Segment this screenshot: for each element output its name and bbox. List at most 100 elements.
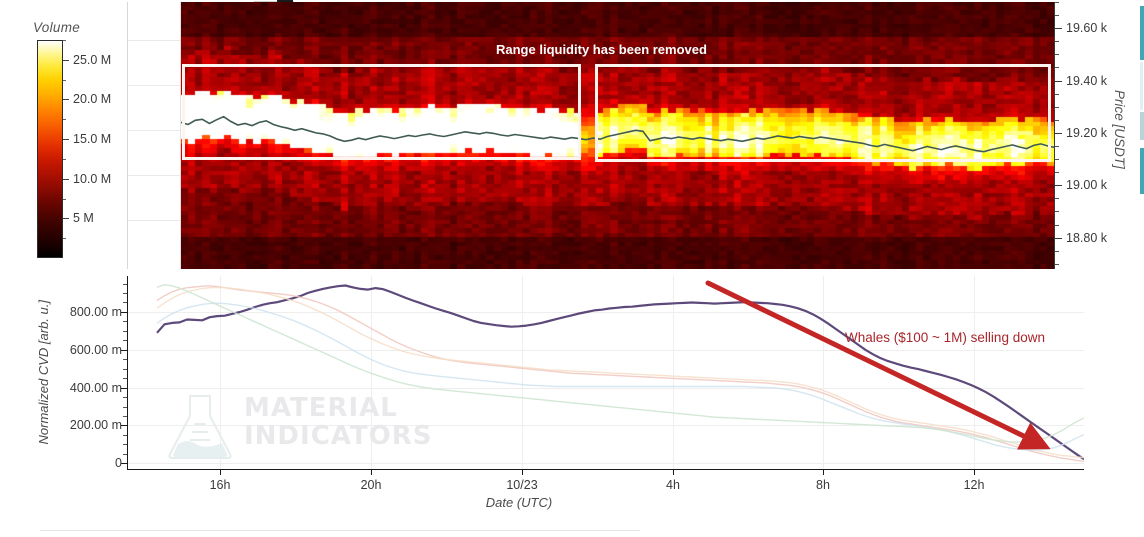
clipped-right-panel-bar-2[interactable] <box>1140 62 1143 110</box>
colorbar-tick-label: 25.0 M <box>73 52 112 67</box>
cvd-y-minor-tick <box>123 359 127 361</box>
heatmap-pad-gridline <box>128 175 181 176</box>
cvd-x-tickmark <box>974 469 975 475</box>
price-axis-tick-label: 19.00 k <box>1066 178 1108 193</box>
cvd-x-tick-label: 8h <box>816 478 830 492</box>
colorbar-tickmark <box>63 178 69 180</box>
colorbar-minor-tick <box>63 238 66 240</box>
colorbar-minor-tick <box>63 198 66 200</box>
heatmap-pad-border <box>180 2 181 269</box>
cvd-y-minor-tick <box>123 283 127 285</box>
clipped-right-panel-bar-4[interactable] <box>1140 148 1144 194</box>
colorbar-tick-label: 10.0 M <box>73 171 112 186</box>
cvd-y-minor-tick <box>123 416 127 418</box>
colorbar-tick-label: 5 M <box>73 211 94 226</box>
cvd-x-tick-label: 16h <box>209 478 231 492</box>
colorbar-title: Volume <box>33 20 81 35</box>
annotation-range-liquidity-removed: Range liquidity has been removed <box>496 42 707 57</box>
cvd-x-axis-line <box>127 469 1084 470</box>
cvd-y-tick-label: 800.00 m <box>69 304 122 319</box>
colorbar-tick-label: 15.0 M <box>73 132 112 147</box>
cvd-gridline-v <box>974 276 975 469</box>
right-liquidity-box <box>595 64 1051 162</box>
price-axis-minor-tick <box>1055 93 1059 95</box>
colorbar-tickmark <box>63 99 69 101</box>
colorbar-minor-tick <box>63 79 66 81</box>
price-axis-minor-tick <box>1055 15 1059 17</box>
cvd-plot-area[interactable] <box>127 276 1084 469</box>
cvd-y-minor-tick <box>123 330 127 332</box>
heatmap-pad-gridline <box>128 40 181 41</box>
clipped-toolbar-strip <box>127 0 294 3</box>
whales-selling-arrow <box>705 280 1051 450</box>
left-liquidity-box <box>182 64 581 160</box>
cvd-y-minor-tick <box>123 453 127 455</box>
price-axis-minor-tick <box>1055 119 1059 121</box>
cvd-y-tick-label: 0 <box>115 456 122 471</box>
cvd-x-tick-label: 10/23 <box>506 478 538 492</box>
price-axis-minor-tick <box>1055 145 1059 147</box>
annotation-whales-selling-down: Whales ($100 ~ 1M) selling down <box>845 330 1045 345</box>
cvd-y-tick-label: 200.00 m <box>69 418 122 433</box>
cvd-gridline-v <box>673 276 674 469</box>
price-axis-minor-tick <box>1055 2 1059 3</box>
cvd-x-tick-label: 20h <box>360 478 382 492</box>
colorbar-minor-tick <box>63 119 66 121</box>
price-axis-minor-tick <box>1055 198 1059 200</box>
heatmap-pad-gridline <box>128 85 181 86</box>
cvd-x-tickmark <box>371 469 372 475</box>
cvd-gridline-v <box>220 276 221 469</box>
clipped-right-panel-bar-3[interactable] <box>1140 112 1144 140</box>
volume-colorbar: Volume 25.0 M 20.0 M 15.0 M 10.0 M 5 M <box>0 0 125 270</box>
cvd-series-cohort-green <box>156 284 1084 443</box>
price-axis-line <box>1054 2 1055 269</box>
cvd-y-tick-label: 400.00 m <box>69 380 122 395</box>
cvd-x-tickmark <box>522 469 523 475</box>
price-axis-tick-label: 19.40 k <box>1066 73 1108 88</box>
cvd-x-axis-title-text: Date (UTC) <box>485 495 553 510</box>
liquidity-heatmap-panel[interactable]: Range liquidity has been removed <box>127 2 1055 269</box>
cvd-x-tickmark <box>823 469 824 475</box>
cvd-y-axis-line <box>127 276 128 469</box>
cvd-y-tickmark <box>121 463 127 465</box>
price-axis-tick-label: 19.20 k <box>1066 125 1108 140</box>
price-axis-tickmark <box>1055 28 1062 30</box>
cvd-gridline-h <box>127 387 1084 389</box>
price-axis-minor-tick <box>1055 172 1059 174</box>
bottom-divider <box>40 530 640 531</box>
cvd-y-axis-title: Normalized CVD [arb. u.] <box>36 300 51 445</box>
price-axis-minor-tick <box>1055 159 1059 161</box>
colorbar-tick-label: 20.0 M <box>73 92 112 107</box>
price-axis-tickmark <box>1055 237 1062 239</box>
clipped-right-panel-bar-1[interactable] <box>1140 6 1144 60</box>
price-axis-minor-tick <box>1055 41 1059 43</box>
cvd-x-axis-title: Date (UTC) <box>0 495 1144 510</box>
cvd-y-tickmark <box>121 387 127 389</box>
colorbar-minor-tick <box>63 158 66 160</box>
price-axis-minor-tick <box>1055 54 1059 56</box>
price-axis: 19.60 k 19.40 k 19.20 k 19.00 k 18.80 k <box>1054 2 1114 269</box>
clipped-toolbar-handle-icon[interactable] <box>277 0 293 3</box>
cvd-y-minor-tick <box>123 434 127 436</box>
cvd-x-tick-label: 12h <box>963 478 985 492</box>
cvd-y-minor-tick <box>123 340 127 342</box>
cvd-series-cohort-peach <box>156 286 1084 459</box>
cvd-gridline-h <box>127 463 1084 465</box>
cvd-y-minor-tick <box>123 378 127 380</box>
heatmap-canvas-wrap[interactable]: Range liquidity has been removed <box>181 2 1055 269</box>
cvd-y-tickmark <box>121 425 127 427</box>
heatmap-pad-gridline <box>128 130 181 131</box>
heatmap-left-gridpad <box>128 2 181 269</box>
cvd-y-tickmark <box>121 311 127 313</box>
cvd-series-cohort-pink <box>156 285 1084 463</box>
colorbar-gradient <box>37 40 63 258</box>
heatmap-pad-gridline <box>128 220 181 221</box>
colorbar-tickmark <box>63 59 69 61</box>
price-axis-minor-tick <box>1055 250 1059 252</box>
cvd-y-minor-tick <box>123 397 127 399</box>
price-axis-title: Price [USDT] <box>1112 90 1127 169</box>
cvd-gridline-v <box>371 276 372 469</box>
cvd-y-minor-tick <box>123 302 127 304</box>
colorbar-tickmark <box>63 139 69 141</box>
cvd-y-tickmark <box>121 349 127 351</box>
